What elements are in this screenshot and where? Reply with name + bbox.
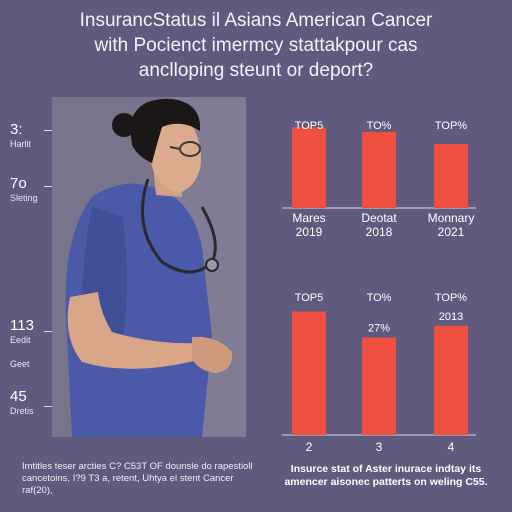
category-label: Deotat 2018 xyxy=(361,211,397,239)
bar-top-label: TOP% xyxy=(435,292,467,304)
left-stat-label: Harlit xyxy=(10,139,32,149)
left-stat-4: Geet xyxy=(10,358,50,370)
chart-title: InsurancStatus il Asians American Cancer… xyxy=(8,8,504,83)
left-stat-label: Dretis xyxy=(10,406,34,416)
nurse-illustration xyxy=(52,97,246,437)
nurse-photo xyxy=(52,97,246,437)
title-line-1: InsurancStatus il Asians American Cancer xyxy=(79,10,433,31)
left-stat-value: 7o xyxy=(10,175,27,192)
bar-chart-lower: TOP5 2 TO% 27% 3 TOP% 2013 4 xyxy=(282,292,476,454)
bar xyxy=(434,325,468,435)
bar-chart-upper: TOP5 Mares 2019 TO% Deotat 2018 TOP% Monnary 202… xyxy=(282,120,476,239)
bar-data-label: 27% xyxy=(368,323,390,335)
bar-top-label: TO% xyxy=(367,120,392,132)
left-stat-label: Geet xyxy=(10,359,30,369)
bar xyxy=(362,131,396,208)
category-label: 3 xyxy=(376,440,383,454)
bar xyxy=(362,337,396,435)
bar-top-label: TOP% xyxy=(435,120,467,132)
source-footnote: Imtitles teser arcties C? C53T OF dounsl… xyxy=(22,461,253,496)
left-stat-label: Sleting xyxy=(10,193,38,203)
chart-caption: Insurce stat of Aster inurace indtay its… xyxy=(284,463,488,488)
bar-top-label: TO% xyxy=(367,292,392,304)
bar xyxy=(292,127,326,208)
left-stat-1: 3: Harlit xyxy=(10,121,50,150)
bar xyxy=(292,311,326,435)
category-label: 4 xyxy=(448,440,455,454)
left-stat-label: Eedit xyxy=(10,335,31,345)
title-line-2: with Pocienct imermcy stattakpour cas xyxy=(94,35,418,56)
bar xyxy=(434,144,468,208)
left-stat-2: 7o Sleting xyxy=(10,175,50,204)
title-line-3: anclloping steunt or deport? xyxy=(138,60,374,81)
left-stat-value: 45 xyxy=(10,388,27,405)
bar-data-label: 2013 xyxy=(439,311,463,323)
left-stat-value: 113 xyxy=(10,317,34,334)
left-stat-5: 45 Dretis xyxy=(10,388,50,417)
category-label: Mares 2019 xyxy=(292,211,325,239)
bar-top-label: TOP5 xyxy=(295,120,324,132)
left-stat-3: 113 Eedit xyxy=(10,317,50,346)
left-stat-value: 3: xyxy=(10,121,23,138)
bar-top-label: TOP5 xyxy=(295,292,324,304)
category-label: Monnary 2021 xyxy=(428,211,475,239)
category-label: 2 xyxy=(306,440,313,454)
